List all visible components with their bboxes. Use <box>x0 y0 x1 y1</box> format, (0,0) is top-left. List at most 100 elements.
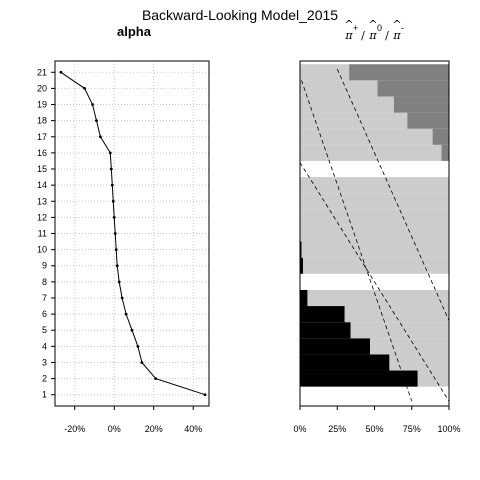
alpha-y-tick-label: 14 <box>37 180 47 190</box>
alpha-y-tick-label: 8 <box>42 277 47 287</box>
alpha-y-tick-label: 9 <box>42 261 47 271</box>
alpha-y-tick-label: 17 <box>37 132 47 142</box>
share-stacked-bars <box>300 64 449 403</box>
share-zero-bar <box>300 144 442 161</box>
share-zero-bar <box>300 64 350 81</box>
alpha-y-tick-label: 11 <box>38 229 47 239</box>
alpha-x-tick-label: 40% <box>184 424 202 434</box>
alpha-x-tick-label: 0% <box>108 424 121 434</box>
alpha-point <box>117 280 121 284</box>
alpha-y-tick-label: 4 <box>42 341 47 351</box>
share-plus-bar <box>300 322 351 339</box>
alpha-y-tick-label: 3 <box>42 357 47 367</box>
alpha-panel-title: alpha <box>117 24 152 39</box>
alpha-point <box>91 103 94 106</box>
alpha-y-tick-label: 1 <box>42 390 47 400</box>
alpha-point <box>154 377 158 380</box>
share-zero-bar <box>300 209 449 226</box>
share-minus-bar <box>441 144 449 161</box>
title-separator-1: / <box>361 29 365 42</box>
alpha-point <box>115 264 119 268</box>
pi-zero-superscript: 0 <box>377 23 382 33</box>
alpha-y-tick-label: 2 <box>42 374 47 384</box>
pi-minus-symbol: π <box>392 29 401 42</box>
alpha-point <box>109 167 113 171</box>
share-x-axis: 0% 25% 50% 75% 100% <box>293 406 461 434</box>
alpha-y-tick-label: 15 <box>37 164 47 174</box>
share-plus-bar <box>300 338 371 355</box>
share-zero-bar <box>300 128 433 145</box>
alpha-y-tick-label: 13 <box>37 196 47 206</box>
share-dashed-lines <box>299 68 450 402</box>
share-minus-bar <box>393 96 449 113</box>
alpha-point <box>130 328 134 332</box>
share-missing-row <box>300 386 449 403</box>
share-dashed-line <box>336 68 450 321</box>
alpha-point <box>59 70 63 74</box>
share-zero-bar <box>307 289 449 307</box>
hat-mark-minus: ^ <box>392 18 401 31</box>
share-plus-bar <box>300 370 418 387</box>
alpha-point <box>95 119 98 123</box>
pi-plus-symbol: π <box>344 29 353 42</box>
alpha-y-tick-label: 7 <box>42 293 47 303</box>
share-zero-bar <box>370 338 449 355</box>
share-x-tick-label: 75% <box>403 424 421 434</box>
pi-minus-superscript: - <box>401 23 404 33</box>
share-x-tick-label: 0% <box>293 424 306 434</box>
alpha-y-tick-label: 16 <box>37 148 47 158</box>
alpha-x-tick-label: -20% <box>64 424 85 434</box>
share-missing-row <box>300 160 449 178</box>
alpha-point <box>83 87 87 90</box>
alpha-y-tick-label: 21 <box>37 67 47 77</box>
share-plus-bar <box>300 306 345 323</box>
alpha-y-tick-label: 6 <box>42 309 47 319</box>
share-zero-bar <box>300 80 378 97</box>
share-plus-bar <box>300 354 390 371</box>
share-minus-bar <box>377 80 449 97</box>
alpha-point <box>120 296 124 300</box>
share-x-tick-label: 100% <box>437 424 460 434</box>
share-zero-bar <box>300 112 408 129</box>
alpha-point <box>111 199 115 203</box>
alpha-y-tick-label: 12 <box>37 212 47 222</box>
hat-mark-plus: ^ <box>344 18 353 31</box>
share-minus-bar <box>349 64 449 81</box>
alpha-point <box>99 135 102 139</box>
share-x-tick-label: 25% <box>328 424 346 434</box>
pi-plus-superscript: + <box>353 23 358 33</box>
alpha-y-tick-label: 10 <box>37 245 47 255</box>
share-zero-bar <box>301 241 449 258</box>
share-zero-bar <box>417 370 449 387</box>
figure-title: Backward-Looking Model_2015 <box>142 7 338 23</box>
pi-zero-symbol: π <box>368 29 377 42</box>
share-zero-bar <box>300 193 449 210</box>
share-zero-bar <box>300 177 449 194</box>
alpha-point <box>136 344 140 348</box>
alpha-x-tick-label: 20% <box>145 424 163 434</box>
share-zero-bar <box>344 306 449 323</box>
share-zero-bar <box>302 257 449 274</box>
share-panel-title: ^ π + / ^ π 0 / ^ π - <box>344 18 404 42</box>
alpha-point <box>124 312 128 316</box>
share-zero-bar <box>300 225 449 242</box>
alpha-y-tick-label: 18 <box>37 116 47 126</box>
share-zero-bar <box>350 322 449 339</box>
share-zero-bar <box>389 354 449 371</box>
alpha-point <box>113 232 117 235</box>
share-plus-bar <box>300 289 308 307</box>
alpha-point <box>110 183 114 187</box>
hat-mark-zero: ^ <box>368 18 377 31</box>
share-minus-bar <box>407 112 449 129</box>
alpha-y-tick-label: 20 <box>37 83 47 93</box>
share-dashed-line <box>301 80 413 402</box>
alpha-y-tick-label: 19 <box>37 100 47 110</box>
alpha-point <box>203 393 207 397</box>
alpha-gridlines <box>55 61 209 406</box>
share-x-tick-label: 50% <box>365 424 383 434</box>
alpha-point <box>108 151 112 155</box>
share-plus-bar <box>300 241 302 258</box>
alpha-point <box>140 361 144 364</box>
